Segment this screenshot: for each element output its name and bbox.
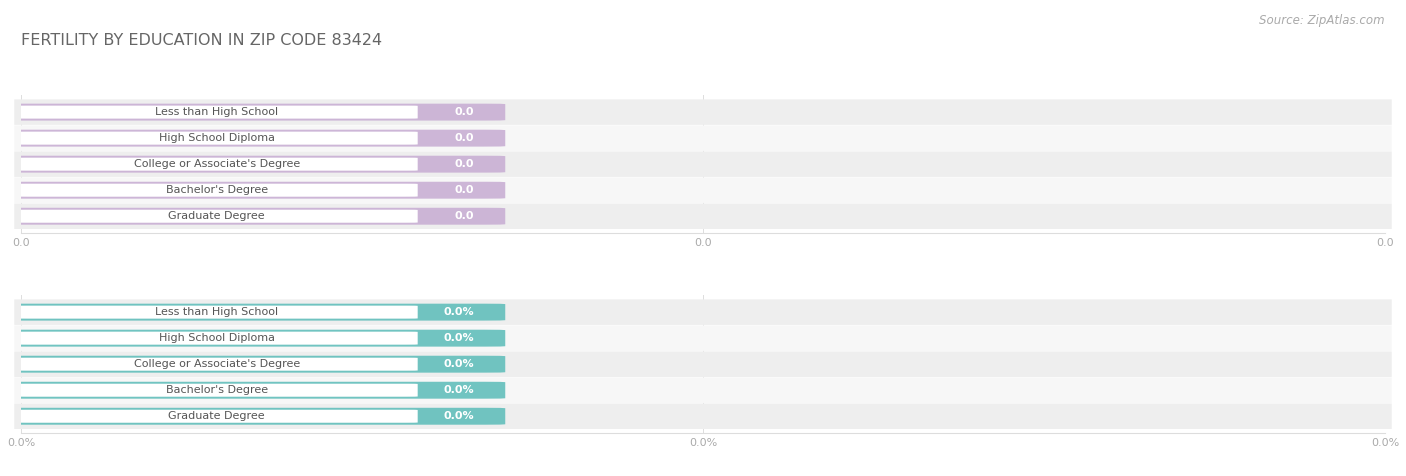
FancyBboxPatch shape xyxy=(14,377,1392,403)
Text: 0.0%: 0.0% xyxy=(443,359,474,369)
FancyBboxPatch shape xyxy=(14,151,1392,177)
Text: Source: ZipAtlas.com: Source: ZipAtlas.com xyxy=(1260,14,1385,27)
Text: Bachelor's Degree: Bachelor's Degree xyxy=(166,185,267,195)
FancyBboxPatch shape xyxy=(14,99,1392,125)
FancyBboxPatch shape xyxy=(0,304,505,321)
FancyBboxPatch shape xyxy=(0,356,505,373)
FancyBboxPatch shape xyxy=(0,182,505,198)
FancyBboxPatch shape xyxy=(15,332,418,345)
FancyBboxPatch shape xyxy=(14,326,1392,351)
FancyBboxPatch shape xyxy=(15,132,418,145)
FancyBboxPatch shape xyxy=(14,404,1392,429)
FancyBboxPatch shape xyxy=(15,384,418,397)
FancyBboxPatch shape xyxy=(15,158,418,171)
Text: Bachelor's Degree: Bachelor's Degree xyxy=(166,385,267,395)
FancyBboxPatch shape xyxy=(14,125,1392,151)
Text: 0.0: 0.0 xyxy=(454,107,474,117)
FancyBboxPatch shape xyxy=(15,306,418,318)
FancyBboxPatch shape xyxy=(15,210,418,223)
FancyBboxPatch shape xyxy=(15,357,418,371)
Text: Graduate Degree: Graduate Degree xyxy=(169,211,264,221)
FancyBboxPatch shape xyxy=(14,178,1392,203)
FancyBboxPatch shape xyxy=(15,106,418,119)
Text: 0.0: 0.0 xyxy=(454,159,474,169)
FancyBboxPatch shape xyxy=(0,382,505,399)
FancyBboxPatch shape xyxy=(0,104,505,120)
FancyBboxPatch shape xyxy=(15,184,418,197)
FancyBboxPatch shape xyxy=(0,129,505,147)
Text: College or Associate's Degree: College or Associate's Degree xyxy=(134,159,299,169)
Text: High School Diploma: High School Diploma xyxy=(159,133,274,143)
FancyBboxPatch shape xyxy=(0,408,505,425)
Text: Less than High School: Less than High School xyxy=(155,107,278,117)
Text: College or Associate's Degree: College or Associate's Degree xyxy=(134,359,299,369)
Text: 0.0%: 0.0% xyxy=(443,333,474,343)
Text: 0.0%: 0.0% xyxy=(443,307,474,317)
Text: 0.0: 0.0 xyxy=(454,133,474,143)
Text: Less than High School: Less than High School xyxy=(155,307,278,317)
FancyBboxPatch shape xyxy=(0,156,505,173)
FancyBboxPatch shape xyxy=(14,299,1392,325)
FancyBboxPatch shape xyxy=(0,208,505,225)
FancyBboxPatch shape xyxy=(15,410,418,423)
FancyBboxPatch shape xyxy=(0,330,505,347)
FancyBboxPatch shape xyxy=(14,203,1392,229)
Text: FERTILITY BY EDUCATION IN ZIP CODE 83424: FERTILITY BY EDUCATION IN ZIP CODE 83424 xyxy=(21,33,382,49)
Text: 0.0: 0.0 xyxy=(454,185,474,195)
Text: 0.0%: 0.0% xyxy=(443,411,474,421)
Text: 0.0%: 0.0% xyxy=(443,385,474,395)
Text: 0.0: 0.0 xyxy=(454,211,474,221)
FancyBboxPatch shape xyxy=(14,351,1392,377)
Text: Graduate Degree: Graduate Degree xyxy=(169,411,264,421)
Text: High School Diploma: High School Diploma xyxy=(159,333,274,343)
